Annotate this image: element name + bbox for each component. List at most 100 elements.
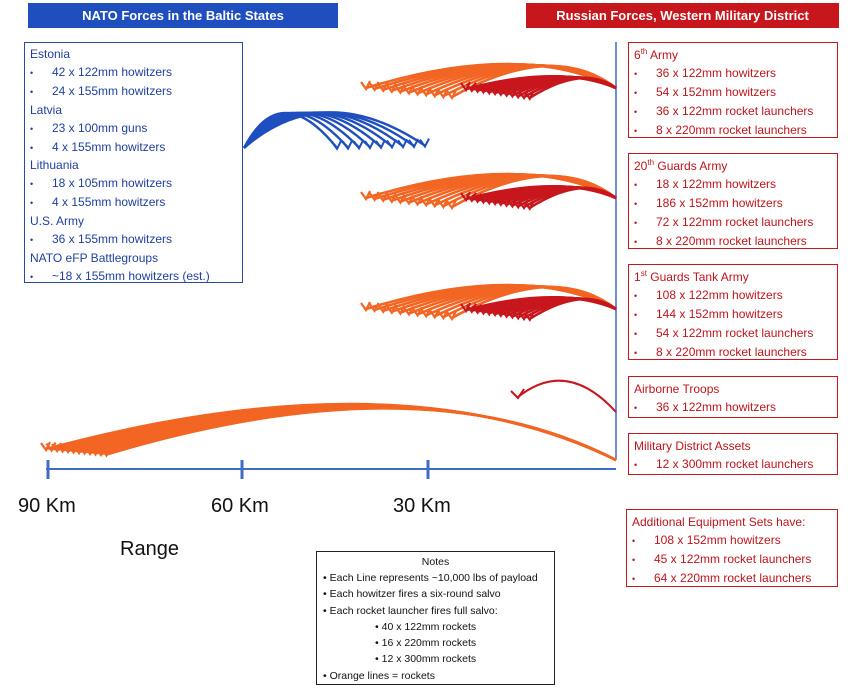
rocket-arc-head: [368, 302, 380, 314]
rocket-arc-head: [446, 310, 457, 322]
item-text: 8 x 220mm rocket launchers: [656, 344, 807, 359]
list-item: • 24 x 155mm howitzers: [25, 83, 242, 102]
tick-label-30km: 30 Km: [393, 495, 451, 517]
notes-box: Notes • Each Line represents ~10,000 lbs…: [316, 551, 555, 685]
rocket-arc-head: [360, 80, 371, 92]
rocket-arc-head: [446, 89, 457, 101]
group-name: Guards Army: [654, 159, 728, 173]
bullet: •: [30, 123, 34, 134]
list-item: • 36 x 122mm howitzers: [629, 399, 837, 418]
item-text: 186 x 152mm howitzers: [656, 195, 783, 210]
rocket-arc-head: [428, 197, 440, 209]
note-subline: • 12 x 300mm rockets: [375, 653, 477, 666]
group-title: 20th Guards Army: [629, 158, 837, 176]
group-name: Guards Tank Army: [646, 270, 749, 284]
rocket-arc-head: [385, 193, 397, 204]
nato-arc-head: [386, 139, 397, 150]
list-item: • 8 x 220mm rocket launchers: [629, 233, 837, 252]
bullet: •: [30, 67, 34, 78]
list-item: • 72 x 122mm rocket launchers: [629, 214, 837, 233]
nato-arc-head: [342, 140, 353, 151]
additional-item: • 64 x 220mm rocket launchers: [632, 570, 812, 585]
rocket-arc-head: [368, 191, 380, 203]
howitzer-arc: [529, 297, 617, 320]
list-item: • 54 x 152mm howitzers: [629, 84, 837, 103]
rocket-arc-head: [437, 198, 449, 210]
rocket-arc-head: [385, 83, 397, 94]
bullet: •: [634, 217, 638, 228]
rocket-arc-head: [360, 301, 371, 313]
list-item: • 144 x 152mm howitzers: [629, 306, 837, 325]
rocket-arc-head: [437, 309, 449, 321]
item-text: 18 x 122mm howitzers: [656, 176, 777, 191]
list-item: • 18 x 105mm howitzers: [25, 175, 242, 194]
list-item: • 4 x 155mm howitzers: [25, 139, 242, 158]
rocket-arc-head: [377, 192, 389, 203]
nato-arc-head: [364, 139, 375, 151]
rocket-arc-head: [420, 196, 432, 208]
rocket-arc-head: [428, 308, 440, 320]
tick-label-90km: 90 Km: [18, 495, 76, 517]
nato-country-title: Lithuania: [30, 158, 79, 173]
rocket-arc-head: [446, 199, 457, 211]
item-text: 36 x 122mm howitzers: [656, 399, 777, 414]
group-title: Airborne Troops: [629, 381, 837, 399]
rocket-arc-head: [420, 307, 432, 319]
list-item: • 8 x 220mm rocket launchers: [629, 344, 837, 363]
additional-item: • 108 x 152mm howitzers: [632, 532, 781, 547]
group-title: 6th Army: [629, 47, 837, 65]
group-ordinal-suffix: th: [647, 158, 655, 167]
item-text: 36 x 155mm howitzers: [52, 232, 173, 247]
nato-country-title: NATO eFP Battlegroups: [30, 250, 159, 265]
item-text: 23 x 100mm guns: [52, 120, 148, 135]
nato-country-title: U.S. Army: [30, 214, 85, 229]
rocket-arc-head: [360, 190, 371, 202]
bullet: •: [634, 459, 638, 470]
list-item: • 36 x 122mm rocket launchers: [629, 103, 837, 122]
note-subline: • 40 x 122mm rockets: [375, 620, 477, 633]
bullet: •: [634, 328, 638, 339]
note-line: • Each rocket launcher fires full salvo:: [323, 604, 498, 617]
additional-title: Additional Equipment Sets have:: [632, 515, 806, 529]
group-title: Military District Assets: [629, 438, 837, 456]
nato-arc-head: [419, 138, 430, 149]
bullet: •: [634, 106, 638, 117]
russia-group-20th-guards-army: 20th Guards Army • 18 x 122mm howitzers • 18…: [628, 153, 838, 249]
rocket-arc-head: [368, 81, 380, 93]
bullet: •: [634, 68, 638, 79]
item-text: 24 x 155mm howitzers: [52, 83, 173, 98]
item-text: 144 x 152mm howitzers: [656, 306, 783, 321]
bullet: •: [634, 347, 638, 358]
group-name: Army: [647, 48, 679, 62]
note-subline: • 16 x 220mm rockets: [375, 637, 477, 650]
rocket-arc-head: [437, 88, 449, 100]
rocket-arc-head: [403, 85, 414, 96]
bullet: •: [634, 236, 638, 247]
group-ordinal: 1: [634, 270, 641, 284]
bullet: •: [634, 198, 638, 209]
group-ordinal: 20: [634, 159, 648, 173]
rocket-arc-head: [385, 304, 397, 315]
howitzer-arc-head: [523, 200, 535, 211]
airborne-howitzer-arc: [517, 379, 617, 413]
additional-item: • 45 x 122mm rocket launchers: [632, 551, 812, 566]
list-item: • 186 x 152mm howitzers: [629, 195, 837, 214]
nato-arc-head: [397, 138, 408, 150]
rocket-arc-head: [394, 84, 406, 95]
rocket-arc-head: [411, 195, 423, 207]
list-item: • 23 x 100mm guns: [25, 120, 242, 139]
note-line: • Each howitzer fires a six-round salvo: [323, 588, 501, 601]
nato-arc: [243, 111, 426, 149]
rocket-arc-head: [377, 303, 389, 314]
item-text: 72 x 122mm rocket launchers: [656, 214, 814, 229]
rocket-arc-head: [403, 306, 414, 317]
item-text: 42 x 122mm howitzers: [52, 64, 173, 79]
list-item: • 12 x 300mm rocket launchers: [629, 456, 837, 475]
long-range-rocket-arc-head: [100, 447, 112, 458]
item-text: 12 x 300mm rocket launchers: [656, 456, 814, 471]
item-text: 18 x 105mm howitzers: [52, 176, 173, 191]
rocket-arc-head: [394, 194, 406, 205]
bullet: •: [634, 309, 638, 320]
rocket-arc-head: [411, 85, 423, 97]
list-item: • 42 x 122mm howitzers: [25, 64, 242, 83]
